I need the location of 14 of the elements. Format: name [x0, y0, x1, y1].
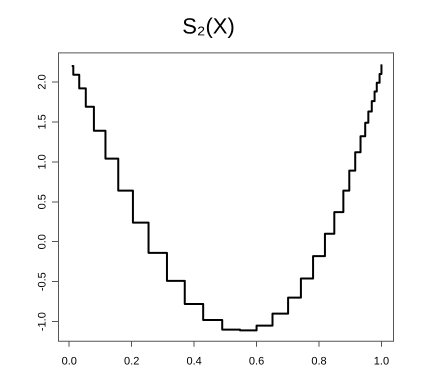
y-tick-label: 0.0 [36, 234, 49, 250]
x-tick-label: 0.2 [124, 355, 140, 368]
chart-title: S₂(X) [182, 13, 235, 38]
y-tick-label: 0.5 [36, 194, 49, 210]
x-tick-label: 0.4 [186, 355, 202, 368]
y-tick-label: 2.0 [36, 74, 49, 90]
x-tick-label: 0.8 [311, 355, 327, 368]
x-tick-label: 0.6 [248, 355, 264, 368]
x-tick-label: 0.0 [62, 355, 77, 368]
y-tick-label: 1.0 [36, 154, 49, 170]
y-tick-label: -0.5 [36, 272, 49, 292]
x-tick-label: 1.0 [374, 355, 390, 368]
y-tick-label: -1.0 [36, 312, 49, 332]
y-tick-label: 1.5 [36, 114, 49, 130]
